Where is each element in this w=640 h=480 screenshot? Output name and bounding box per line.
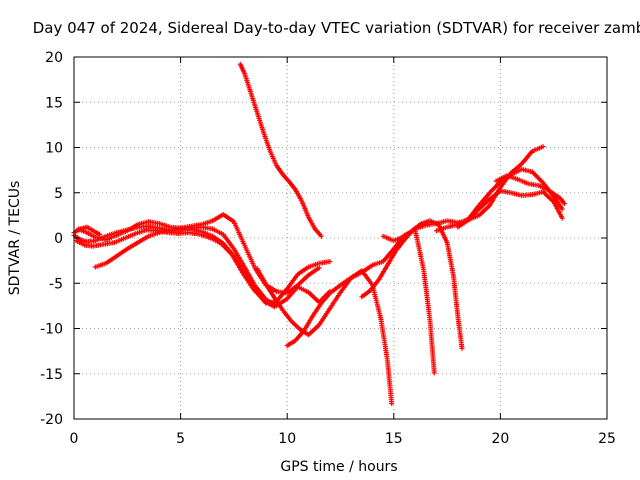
y-axis-label: SDTVAR / TECUs bbox=[7, 181, 23, 296]
series-arc-l bbox=[493, 173, 567, 207]
x-tick-label: 25 bbox=[598, 431, 616, 447]
series-markers bbox=[455, 188, 565, 230]
x-axis-label: GPS time / hours bbox=[280, 459, 397, 475]
series-arc-d bbox=[92, 225, 333, 306]
tick-labels: 0 5 10 15 20 25 -20 -15 -10 -5 0 5 10 15 20 bbox=[40, 50, 616, 447]
x-tick-label: 20 bbox=[491, 431, 509, 447]
y-tick-label: -10 bbox=[40, 322, 63, 338]
x-tick-label: 10 bbox=[278, 431, 296, 447]
series-arc-e bbox=[237, 61, 324, 239]
series-arc-k bbox=[455, 188, 565, 230]
y-tick-label: 5 bbox=[54, 186, 63, 202]
y-tick-label: 15 bbox=[45, 95, 63, 111]
series-markers bbox=[92, 225, 333, 306]
data-points bbox=[71, 61, 567, 407]
y-tick-label: -5 bbox=[49, 276, 63, 292]
y-tick-label: -15 bbox=[40, 367, 63, 383]
axis-ticks bbox=[73, 56, 608, 420]
y-tick-label: 0 bbox=[54, 231, 63, 247]
x-tick-label: 15 bbox=[385, 431, 403, 447]
series-markers bbox=[493, 173, 567, 207]
y-tick-label: 10 bbox=[45, 141, 63, 157]
x-tick-label: 0 bbox=[70, 431, 79, 447]
y-tick-label: -20 bbox=[40, 412, 63, 428]
x-tick-label: 5 bbox=[176, 431, 185, 447]
y-tick-label: 20 bbox=[45, 50, 63, 66]
chart-title: Day 047 of 2024, Sidereal Day-to-day VTE… bbox=[33, 19, 640, 37]
series-markers bbox=[237, 61, 324, 239]
